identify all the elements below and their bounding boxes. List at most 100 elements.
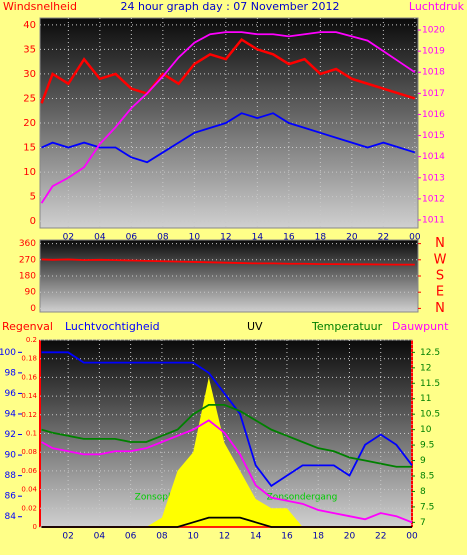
series-line <box>40 31 416 204</box>
tick-label: 1011 <box>422 215 445 225</box>
tick-label: 0.02 <box>21 504 37 512</box>
annotation: Zonsopkomst <box>135 493 196 503</box>
tick-label: 7.5 <box>420 502 434 512</box>
plot-area <box>39 17 419 229</box>
series-line <box>41 419 413 524</box>
x-tick-label: 06 <box>126 233 138 243</box>
tick-label: N <box>435 236 445 251</box>
series-line <box>41 404 412 468</box>
tick-label: 40 <box>23 20 36 31</box>
plot-area <box>39 239 419 313</box>
tick-label: 10 <box>23 167 36 178</box>
x-tick-label: 12 <box>219 532 230 542</box>
tick-label: 1019 <box>422 47 445 57</box>
chart-title: 24 hour graph day : 07 November 2012 <box>120 0 339 13</box>
tick-label: 1016 <box>422 110 445 120</box>
series-line <box>41 516 412 528</box>
tick-label: 35 <box>23 44 36 55</box>
series-line <box>41 351 413 488</box>
tick-label: 98 <box>5 368 17 378</box>
tick-label: 0.18 <box>21 355 37 363</box>
tick-label: 1018 <box>422 68 445 78</box>
tick-label: 360 <box>19 239 36 249</box>
tick-label: 8.5 <box>420 472 434 482</box>
tick-label: 180 <box>19 272 36 282</box>
tick-label: 1013 <box>422 173 445 183</box>
tick-label: 0.2 <box>26 336 37 344</box>
tick-label: 9 <box>420 456 426 466</box>
tick-label: 84 <box>5 512 17 522</box>
x-tick-label: 14 <box>250 532 262 542</box>
legend-entry: Temperatuur <box>311 320 383 333</box>
x-tick-label: 18 <box>315 233 327 243</box>
tick-label: 1012 <box>422 194 445 204</box>
tick-label: 94 <box>5 409 17 419</box>
tick-label: 9.5 <box>420 441 434 451</box>
x-tick-label: 06 <box>125 532 137 542</box>
tick-label: 10 <box>420 425 432 435</box>
tick-label: 92 <box>5 430 16 440</box>
tick-label: 1014 <box>422 152 445 162</box>
tick-label: 12 <box>420 363 431 373</box>
tick-label: 270 <box>19 255 36 265</box>
x-tick-label: 00 <box>409 233 421 243</box>
tick-label: S <box>436 269 444 284</box>
tick-label: 0 <box>33 523 37 531</box>
tick-label: 20 <box>23 118 36 129</box>
x-tick-label: 10 <box>189 233 201 243</box>
x-tick-label: 04 <box>94 532 106 542</box>
tick-label: 1020 <box>422 26 445 36</box>
tick-label: 12.5 <box>420 348 440 358</box>
x-tick-label: 08 <box>156 532 168 542</box>
tick-label: 25 <box>23 93 36 104</box>
tick-label: 0.04 <box>21 486 37 494</box>
x-tick-label: 08 <box>157 233 169 243</box>
x-tick-label: 10 <box>187 532 199 542</box>
x-tick-label: 22 <box>378 233 389 243</box>
tick-label: 0.1 <box>26 430 37 438</box>
tick-label: 0.14 <box>21 392 37 400</box>
series-line <box>41 112 416 164</box>
x-tick-label: 14 <box>252 233 264 243</box>
solar-area <box>41 377 413 527</box>
tick-label: 96 <box>5 389 17 399</box>
series-line <box>40 37 416 104</box>
legend-entry: Luchtvochtigheid <box>65 320 160 333</box>
tick-label: 0.12 <box>21 411 37 419</box>
tick-label: 90 <box>25 288 37 298</box>
tick-label: 7 <box>420 518 426 528</box>
tick-label: 11 <box>420 394 431 404</box>
tick-label: 5 <box>30 192 36 203</box>
x-tick-label: 16 <box>283 233 295 243</box>
y2-axis-label: Luchtdruk <box>409 0 465 13</box>
tick-label: 1017 <box>422 89 445 99</box>
tick-label: 15 <box>23 143 36 154</box>
x-tick-label: 18 <box>312 532 324 542</box>
series-line <box>41 258 415 266</box>
tick-label: 1015 <box>422 131 445 141</box>
tick-label: 0.16 <box>21 373 37 381</box>
x-tick-label: 04 <box>94 233 106 243</box>
tick-label: 11.5 <box>420 379 440 389</box>
tick-label: N <box>435 301 445 316</box>
y-axis-label: Windsnelheid <box>3 0 77 13</box>
tick-label: 0 <box>30 304 36 314</box>
tick-label: E <box>436 285 444 300</box>
x-tick-label: 22 <box>375 532 386 542</box>
tick-label: 0.08 <box>21 448 37 456</box>
tick-label: W <box>434 252 447 267</box>
x-tick-label: 02 <box>62 532 73 542</box>
tick-label: 86 <box>5 492 17 502</box>
x-tick-label: 02 <box>63 233 74 243</box>
tick-label: 30 <box>23 69 36 80</box>
legend-entry: UV <box>247 320 263 333</box>
legend-entry: Regenval <box>2 320 53 333</box>
tick-label: 10.5 <box>420 410 440 420</box>
tick-label: 8 <box>420 487 426 497</box>
annotation: Zonsondergang <box>267 493 338 503</box>
tick-label: 88 <box>5 471 17 481</box>
tick-label: 100 <box>0 348 16 358</box>
tick-label: 90 <box>5 451 17 461</box>
x-tick-label: 00 <box>406 532 418 542</box>
